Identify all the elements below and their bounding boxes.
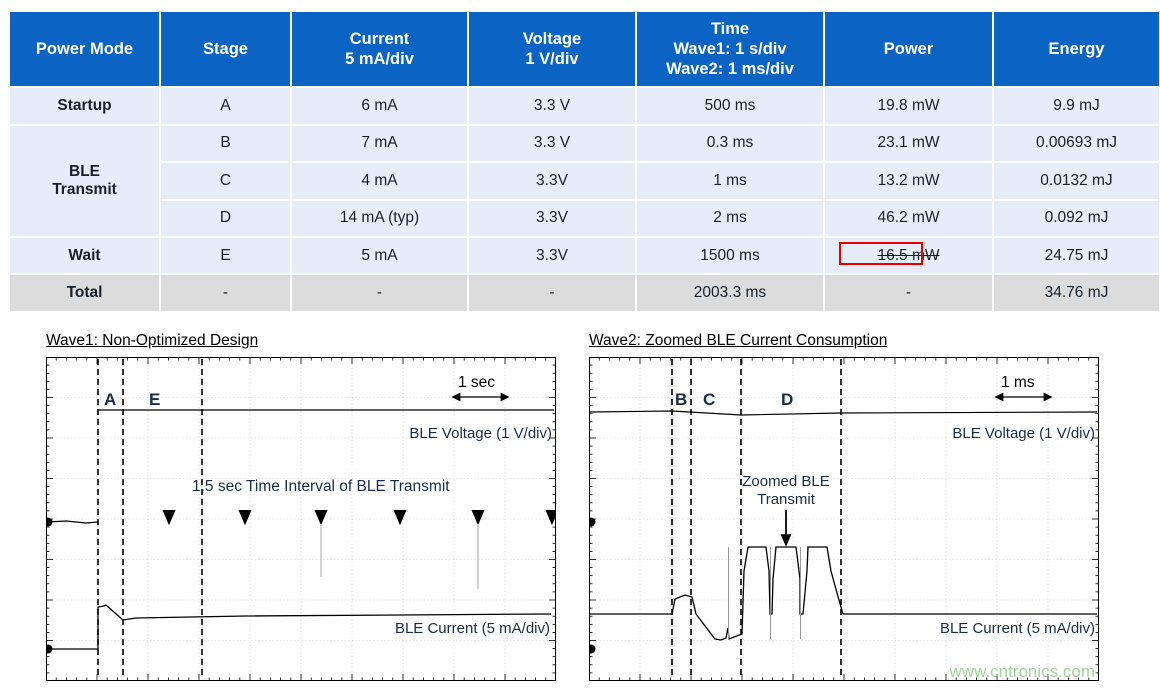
svg-text:Transmit: Transmit — [757, 491, 816, 508]
svg-text:BLE Voltage (1 V/div): BLE Voltage (1 V/div) — [409, 425, 552, 442]
svg-text:1 ms: 1 ms — [1001, 374, 1035, 391]
svg-text:C: C — [703, 390, 715, 409]
svg-text:Zoomed BLE: Zoomed BLE — [742, 473, 830, 490]
svg-text:BLE Voltage (1 V/div): BLE Voltage (1 V/div) — [952, 425, 1095, 442]
svg-text:A: A — [104, 390, 116, 409]
svg-text:B: B — [675, 390, 687, 409]
svg-text:BLE Current (5 mA/div): BLE Current (5 mA/div) — [395, 620, 550, 637]
svg-text:D: D — [781, 390, 793, 409]
svg-text:www.cntronics.com: www.cntronics.com — [949, 662, 1095, 681]
svg-text:BLE Current (5 mA/div): BLE Current (5 mA/div) — [940, 620, 1095, 637]
svg-text:E: E — [149, 390, 160, 409]
svg-text:1 sec: 1 sec — [458, 374, 495, 391]
svg-text:1.5 sec Time Interval of BLE: 1.5 sec Time Interval of BLE Transmit — [192, 478, 450, 495]
